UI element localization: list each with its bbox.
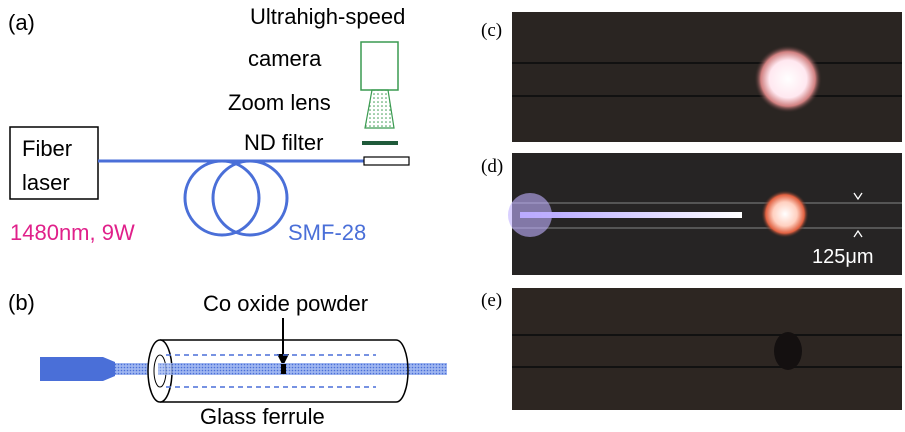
nd-filter xyxy=(362,141,398,145)
laser-label: Fiber xyxy=(22,136,72,161)
zoom-lens-label: Zoom lens xyxy=(228,90,331,115)
figure: (a) Ultrahigh-speed camera Zoom lens ND … xyxy=(0,0,905,432)
powder-label: Co oxide powder xyxy=(203,291,368,316)
laser-label: laser xyxy=(22,170,70,195)
laser-spec: 1480nm, 9W xyxy=(10,220,135,245)
photo xyxy=(512,12,902,142)
camera-label: camera xyxy=(248,46,322,71)
glow xyxy=(754,45,822,113)
nd-filter-label: ND filter xyxy=(244,130,323,155)
fiber-inside xyxy=(158,363,396,375)
camera-label: Ultrahigh-speed xyxy=(250,4,405,29)
panel-label: (a) xyxy=(8,10,35,35)
glow xyxy=(761,190,809,238)
powder xyxy=(281,364,286,374)
ferrule-small xyxy=(364,157,409,165)
page: (a) Ultrahigh-speed camera Zoom lens ND … xyxy=(0,0,905,432)
ferrule-label: Glass ferrule xyxy=(200,404,325,429)
scale-label: 125μm xyxy=(812,246,874,268)
glow xyxy=(508,193,552,237)
panel-label: (d) xyxy=(481,156,503,177)
dark-spot xyxy=(774,332,802,370)
photo xyxy=(512,288,902,410)
panel-label: (c) xyxy=(481,20,502,41)
beam xyxy=(520,212,742,218)
zoom-lens xyxy=(365,90,394,128)
panel-label: (e) xyxy=(481,290,502,311)
panel-label: (b) xyxy=(8,290,35,315)
camera-box xyxy=(361,42,398,90)
fiber-connector xyxy=(40,357,115,381)
fiber-label: SMF-28 xyxy=(288,220,366,245)
